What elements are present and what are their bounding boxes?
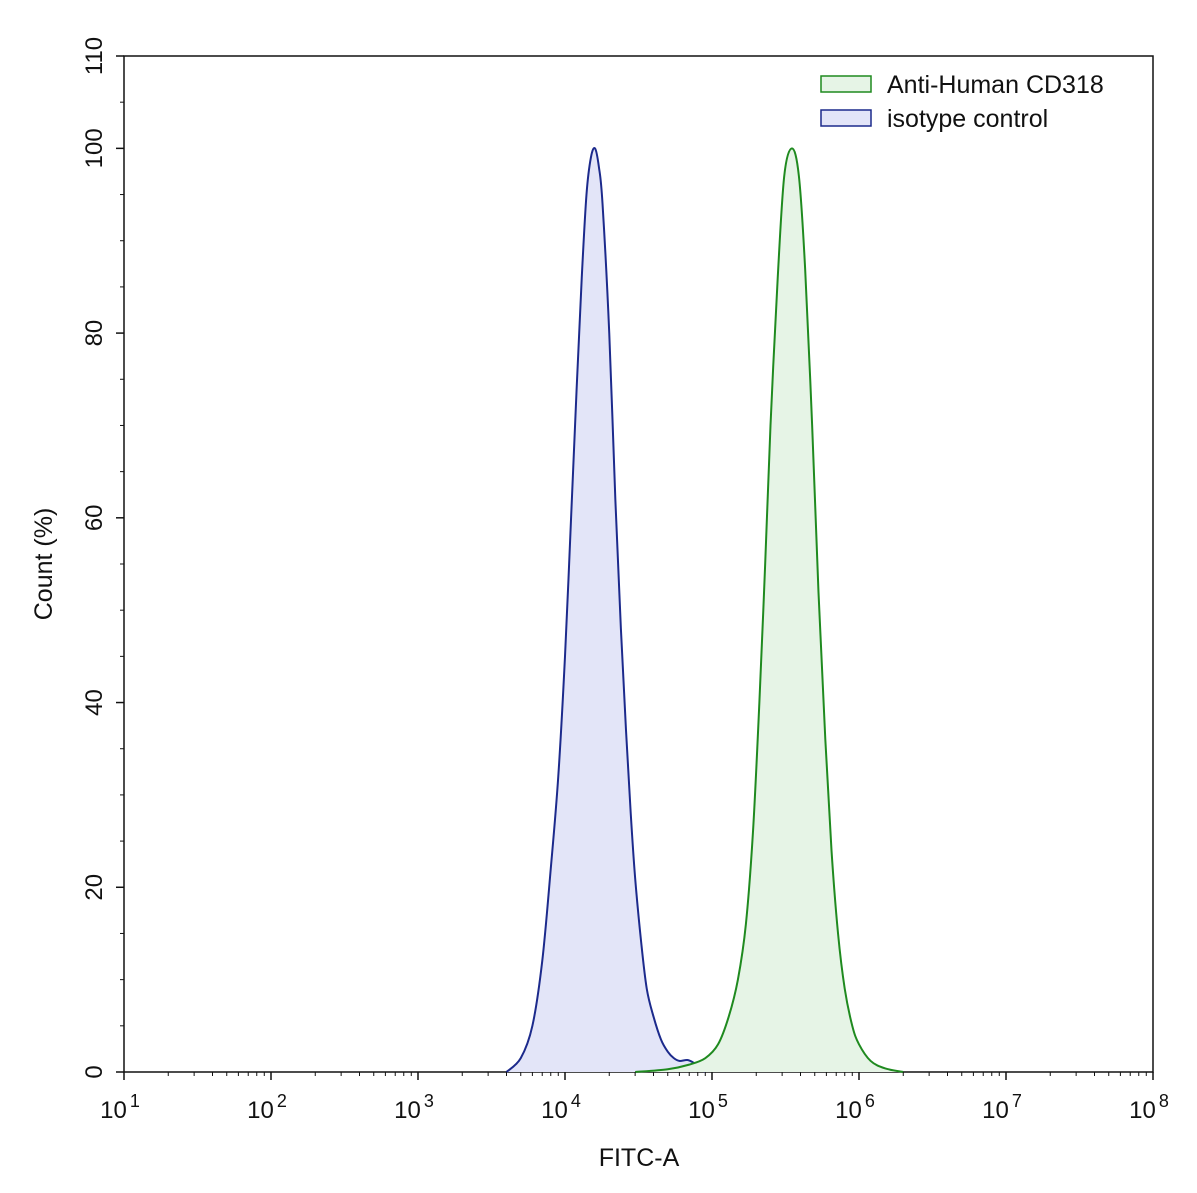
x-tick-label: 10 1: [100, 1091, 140, 1124]
y-tick-label: 80: [81, 320, 108, 347]
legend-label-anti-human-cd318: Anti-Human CD318: [887, 71, 1104, 99]
x-tick-label: 10 3: [394, 1091, 434, 1124]
x-axis: 10 1 10 2 10 3 10 4 10 5 10 6 10 7 10 8: [100, 1072, 1169, 1124]
x-tick-label: 10 4: [541, 1091, 581, 1124]
legend: Anti-Human CD318 isotype control: [820, 71, 1104, 133]
y-tick-label: 100: [81, 128, 108, 168]
legend-label-isotype-control: isotype control: [887, 105, 1048, 133]
legend-swatch-anti-human-cd318: [820, 75, 872, 93]
y-tick-label: 60: [81, 504, 108, 531]
y-tick-label: 110: [81, 37, 108, 75]
y-tick-label: 0: [81, 1065, 108, 1078]
series-line-isotype-control: [505, 146, 706, 1073]
y-tick-label: 20: [81, 874, 108, 901]
x-tick-label: 10 8: [1129, 1091, 1169, 1124]
y-tick-label: 40: [81, 689, 108, 716]
y-axis-title: Count (%): [30, 508, 58, 621]
series-area-isotype-control: [506, 147, 706, 1073]
legend-swatch-isotype-control: [820, 109, 872, 127]
series-line-anti-human-cd318: [635, 147, 904, 1073]
x-tick-label: 10 5: [688, 1091, 728, 1124]
series-layer: [505, 146, 904, 1073]
plot-frame: [123, 55, 1154, 1073]
x-tick-label: 10 6: [835, 1091, 875, 1124]
x-tick-label: 10 7: [982, 1091, 1022, 1124]
series-area-anti-human-cd318: [635, 148, 904, 1073]
x-axis-title: FITC-A: [599, 1144, 680, 1172]
x-tick-label: 10 2: [247, 1091, 287, 1124]
y-axis: 0 20 40 60 80 100 110: [81, 37, 124, 1079]
